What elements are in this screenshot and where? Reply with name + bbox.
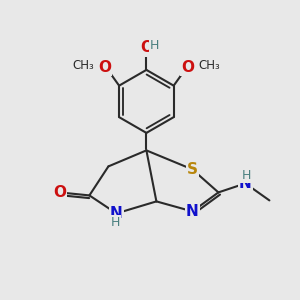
Text: N: N — [110, 206, 123, 221]
Text: CH₃: CH₃ — [198, 59, 220, 72]
Text: N: N — [239, 176, 252, 191]
Text: S: S — [187, 162, 198, 177]
Text: O: O — [53, 185, 66, 200]
Text: H: H — [110, 216, 120, 229]
Text: O: O — [98, 59, 111, 74]
Text: N: N — [186, 204, 199, 219]
Text: O: O — [182, 59, 195, 74]
Text: CH₃: CH₃ — [73, 59, 94, 72]
Text: O: O — [140, 40, 153, 56]
Text: H: H — [150, 39, 160, 52]
Text: H: H — [241, 169, 251, 182]
